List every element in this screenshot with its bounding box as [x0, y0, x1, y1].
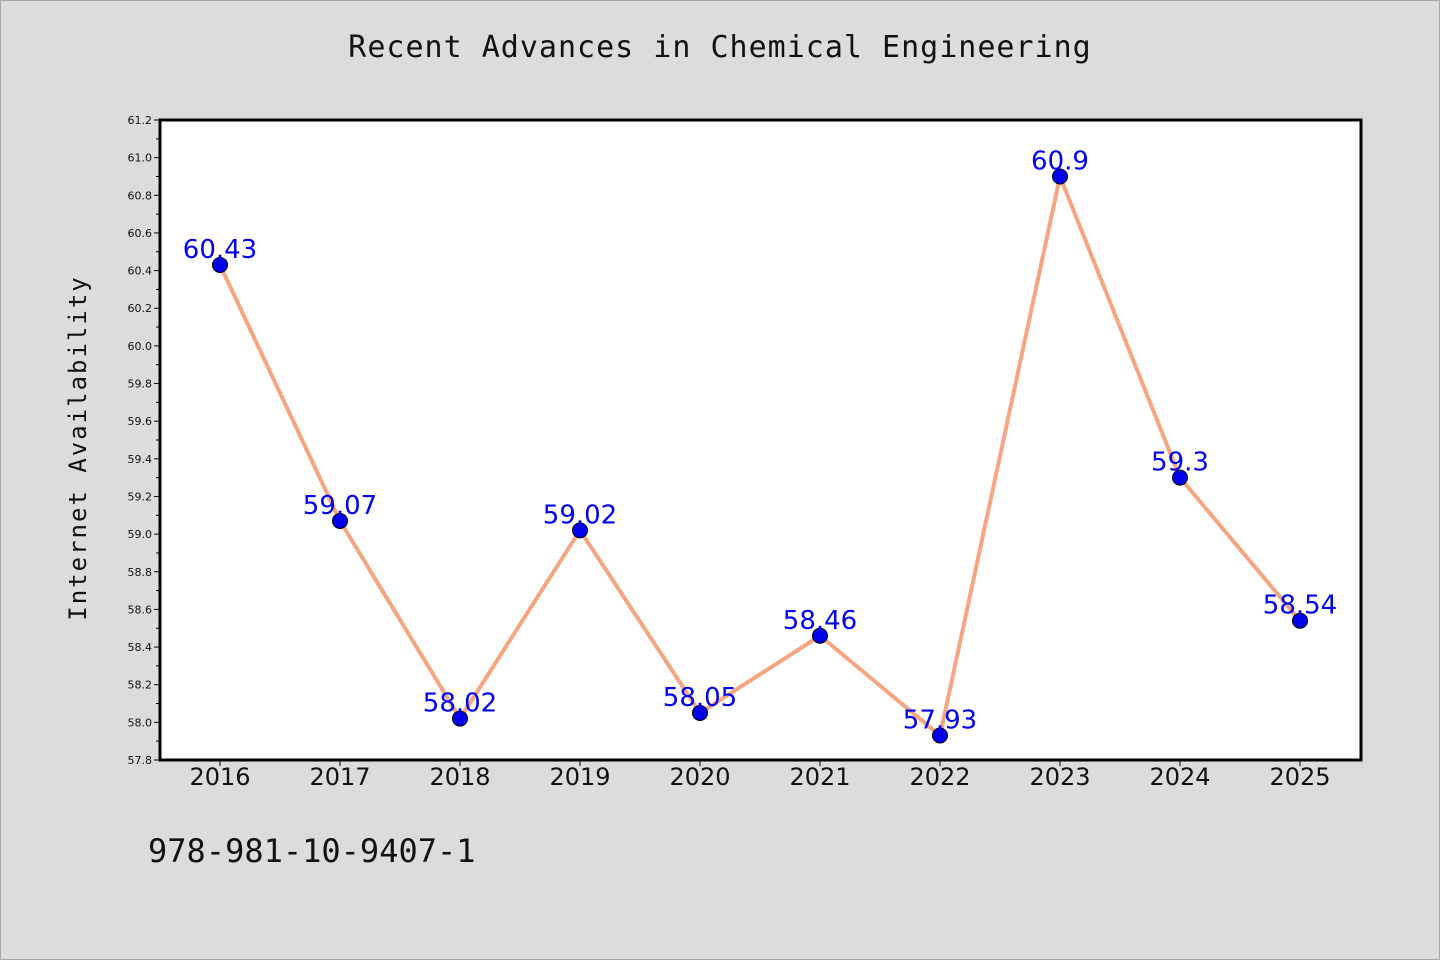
data-point: [1172, 469, 1188, 486]
y-axis: 57.8 58.0 58.2 58.4 58.6 58.8 59.0 59.2 59.4 59.6…: [128, 114, 160, 767]
x-tick-label: 2018: [429, 763, 490, 791]
isbn-text: 978-981-10-9407-1: [148, 832, 476, 870]
data-label: 58.05: [663, 683, 737, 713]
x-tick-label: 2023: [1029, 763, 1090, 791]
y-tick-label: 57.8: [128, 754, 153, 767]
y-tick-label: 60.6: [128, 227, 153, 240]
x-tick-label: 2022: [909, 763, 970, 791]
data-label: 57.93: [903, 706, 977, 736]
y-tick-label: 58.4: [128, 641, 153, 654]
y-axis-label: Internet Availability: [64, 275, 92, 620]
y-tick-label: 59.2: [128, 490, 153, 503]
data-label: 58.54: [1263, 591, 1337, 621]
x-tick-label: 2019: [549, 763, 610, 791]
x-tick-label: 2017: [309, 763, 370, 791]
y-tick-label: 59.4: [128, 453, 153, 466]
y-tick-label: 61.0: [128, 152, 153, 165]
y-tick-label: 61.2: [128, 114, 153, 127]
data-label: 58.46: [783, 606, 857, 636]
data-label: 59.07: [303, 491, 377, 521]
data-point: [212, 256, 228, 273]
data-label: 59.3: [1151, 448, 1209, 478]
x-axis: 2016 2017 2018 2019 2020 2021 2022 2023 2024 2025: [189, 760, 1331, 791]
y-tick-label: 60.0: [128, 340, 153, 353]
y-tick-label: 59.0: [128, 528, 153, 541]
y-tick-label: 60.4: [128, 265, 153, 278]
data-point: [812, 627, 828, 644]
series-polyline: [218, 174, 1302, 738]
data-point: [1052, 168, 1068, 185]
y-tick-label: 59.8: [128, 378, 153, 391]
data-point: [332, 512, 348, 529]
data-label: 60.9: [1031, 146, 1089, 176]
data-point: [692, 704, 708, 721]
data-point: [452, 710, 468, 727]
data-label: 59.02: [543, 500, 617, 530]
series-line: 60.43 59.07 58.02 59.02 58.05 58.46 57.93 60.9 5…: [183, 146, 1337, 744]
data-point: [572, 522, 588, 539]
y-tick-label: 58.8: [128, 566, 153, 579]
data-point: [1292, 612, 1308, 629]
data-label: 58.02: [423, 689, 497, 719]
y-tick-label: 58.0: [128, 716, 153, 729]
y-tick-label: 58.2: [128, 679, 153, 692]
plot-area: [158, 118, 1363, 762]
data-point: [932, 727, 948, 744]
y-tick-label: 59.6: [128, 415, 153, 428]
chart-title: Recent Advances in Chemical Engineering: [348, 30, 1092, 65]
y-tick-label: 60.2: [128, 302, 153, 315]
x-tick-label: 2024: [1149, 763, 1210, 791]
x-tick-label: 2021: [789, 763, 850, 791]
x-tick-label: 2020: [669, 763, 730, 791]
x-tick-label: 2025: [1269, 763, 1330, 791]
y-tick-label: 60.8: [128, 189, 153, 202]
x-tick-label: 2016: [189, 763, 250, 791]
data-label: 60.43: [183, 235, 257, 265]
y-tick-label: 58.6: [128, 603, 153, 616]
